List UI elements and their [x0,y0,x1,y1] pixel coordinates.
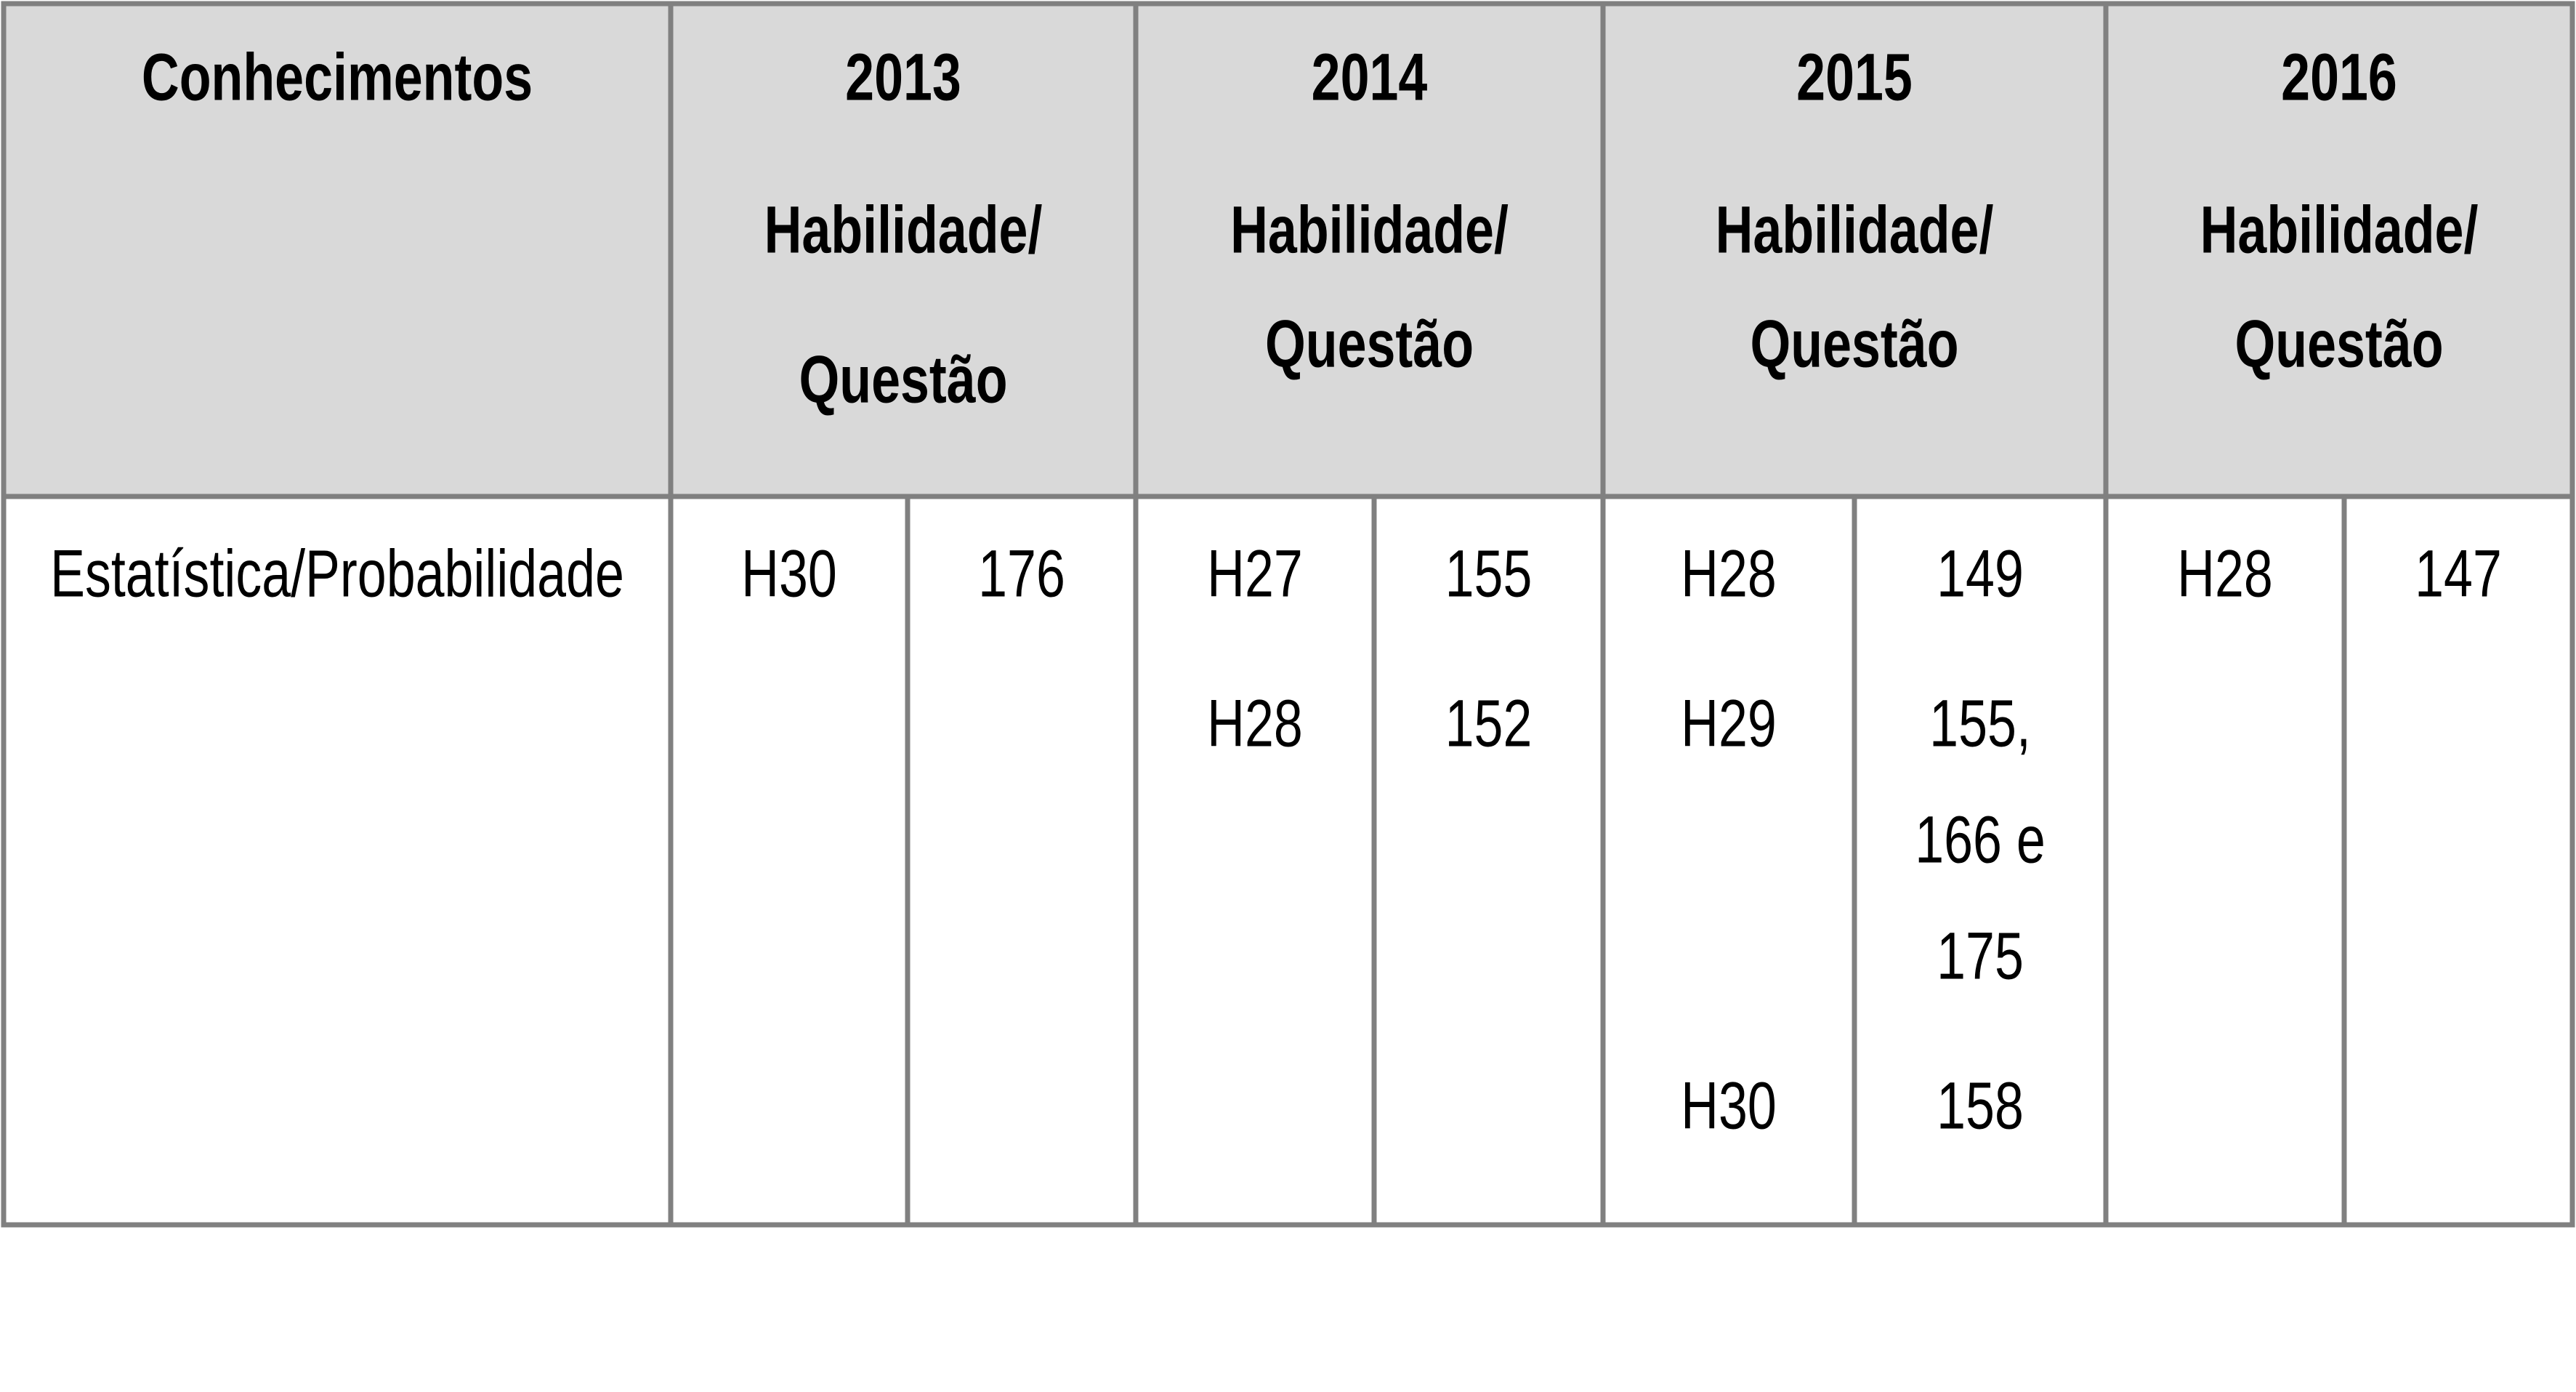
question-cell: 155 [1445,536,1533,611]
skill-cell: H27 [1207,536,1303,611]
table-border [1,1,2575,1228]
header-label: Habilidade/ [1230,193,1509,267]
header-label: Habilidade/ [1716,193,1994,267]
question-cell: 155, [1929,686,2031,761]
skill-cell: H28 [1207,686,1303,761]
header-label: Questão [1265,307,1474,382]
skill-cell: H29 [1681,686,1777,761]
header-year: 2015 [1796,40,1913,115]
question-cell: 175 [1937,919,2024,994]
header-cell: Conhecimentos [142,40,533,115]
skill-cell: H28 [1681,536,1777,611]
skill-cell: H30 [1681,1069,1777,1143]
question-cell: 149 [1937,536,2024,611]
header-label: Habilidade/ [2200,193,2479,267]
skill-cell: H30 [741,536,837,611]
header-year: 2013 [845,40,961,115]
row-label: Estatística/Probabilidade [50,536,624,611]
header-label: Questão [1750,307,1958,382]
skill-cell: H28 [2177,536,2273,611]
question-cell: 176 [978,536,1065,611]
question-cell: 166 e [1915,802,2046,877]
header-year: 2016 [2281,40,2397,115]
question-cell: 158 [1937,1069,2024,1143]
header-background [4,4,2572,496]
question-cell: 152 [1445,686,1533,761]
header-year: 2014 [1312,40,1428,115]
question-cell: 147 [2415,536,2502,611]
grid [1,1,2575,1228]
header-label: Questão [2234,307,2443,382]
header-label: Habilidade/ [764,193,1043,267]
header-label: Questão [799,342,1007,417]
